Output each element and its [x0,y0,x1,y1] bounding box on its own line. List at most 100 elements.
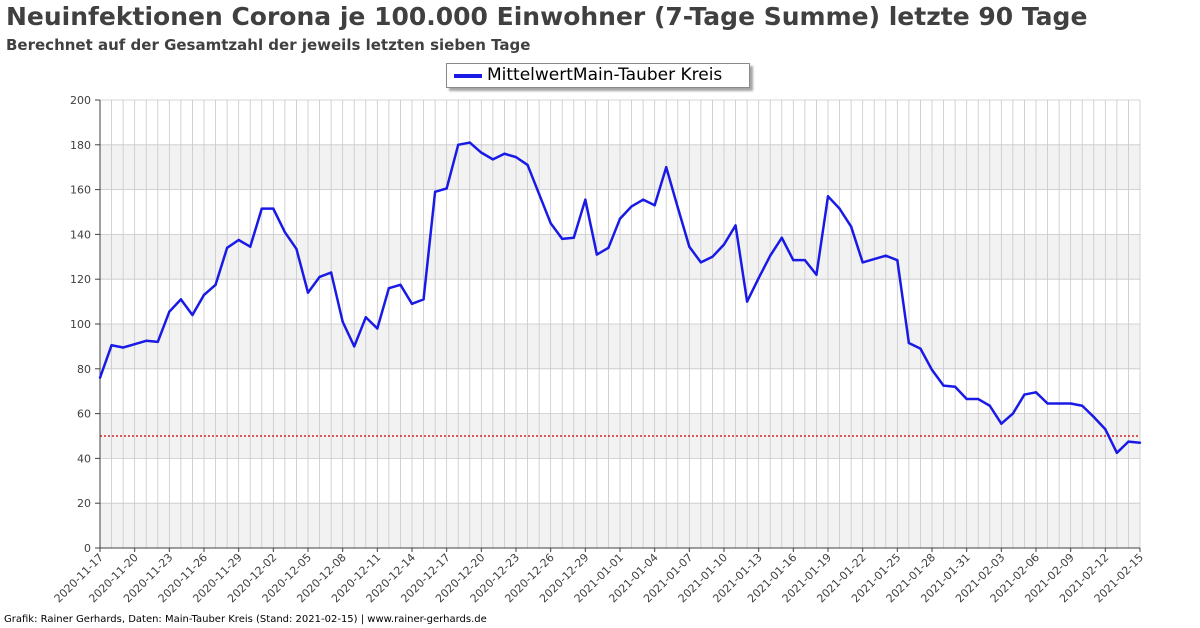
legend-label: MittelwertMain-Tauber Kreis [487,65,723,85]
chart-title: Neuinfektionen Corona je 100.000 Einwohn… [6,2,1088,31]
data-point [191,313,194,317]
data-point [792,258,795,262]
data-point [98,376,102,379]
data-point [468,141,471,144]
data-point [295,247,298,251]
data-point [688,245,691,248]
data-point [803,258,807,262]
data-point [376,327,379,330]
data-point [849,225,853,228]
y-tick-label: 120 [70,273,91,286]
data-point [907,341,911,345]
data-point [491,158,495,161]
data-point [156,340,159,344]
y-tick-label: 80 [77,363,91,376]
data-point [318,275,321,279]
data-point [1138,441,1142,444]
data-point [584,198,587,201]
chart-legend: MittelwertMain-Tauber Kreis [446,63,750,88]
data-point [399,283,402,286]
data-point [306,291,310,294]
data-point [1092,415,1095,419]
data-point [445,187,448,190]
data-point [283,230,287,234]
chart-footer: Grafik: Rainer Gerhards, Daten: Main-Tau… [4,614,487,625]
data-point [1115,451,1119,454]
data-point [422,298,425,301]
data-point [526,163,529,167]
data-point [1127,440,1130,443]
y-tick-label: 40 [77,452,91,465]
data-point [595,253,599,256]
y-tick-label: 0 [84,542,91,555]
data-point [503,152,506,155]
data-point [607,246,610,250]
data-point [722,243,726,246]
data-point [641,198,645,201]
data-point [896,258,899,262]
data-point [815,273,818,276]
data-point [873,257,876,261]
data-point [225,246,229,250]
data-point [1069,402,1072,405]
data-point [826,195,830,198]
data-point [953,385,957,388]
data-point [665,166,668,169]
data-point [838,207,841,210]
data-point [537,192,541,196]
data-point [514,155,518,159]
data-point [1023,393,1026,396]
y-tick-label: 180 [70,139,91,152]
data-point [630,205,633,208]
data-point [410,302,414,306]
data-point [1104,428,1107,431]
data-point [145,339,148,342]
data-point [745,300,749,303]
y-tick-label: 160 [70,184,91,197]
data-point [121,346,125,349]
data-point [133,342,136,346]
data-point [364,316,367,319]
y-tick-label: 20 [77,497,91,510]
data-point [930,368,934,372]
data-point [329,271,333,274]
data-point [353,345,356,348]
data-point [214,283,217,286]
data-point [249,245,252,248]
data-point [757,276,760,280]
data-point [618,217,622,220]
data-point [480,151,483,154]
data-point [780,236,783,239]
legend-swatch [454,74,482,78]
y-tick-label: 60 [77,408,91,421]
data-point [942,384,945,387]
data-point [561,237,564,241]
data-point [861,261,864,264]
data-point [1046,402,1049,405]
chart-subtitle: Berechnet auf der Gesamtzahl der jeweils… [6,36,531,54]
data-point [734,224,737,227]
data-point [110,344,113,347]
data-point [572,236,575,239]
data-point [168,310,171,313]
data-point [1011,412,1015,415]
y-tick-label: 100 [70,318,91,331]
data-point [457,143,460,146]
data-point [699,261,703,264]
data-point [341,320,344,323]
data-point [653,204,656,207]
data-point [549,222,552,225]
data-point [676,206,679,209]
data-point [1081,404,1084,407]
data-point [965,397,968,401]
data-point [919,347,922,350]
data-point [260,207,263,210]
data-point [272,207,275,210]
data-point [1034,391,1038,394]
y-tick-label: 140 [70,228,91,241]
data-point [202,293,206,297]
data-point [988,404,991,407]
data-point [977,397,980,401]
y-tick-label: 200 [70,94,91,107]
